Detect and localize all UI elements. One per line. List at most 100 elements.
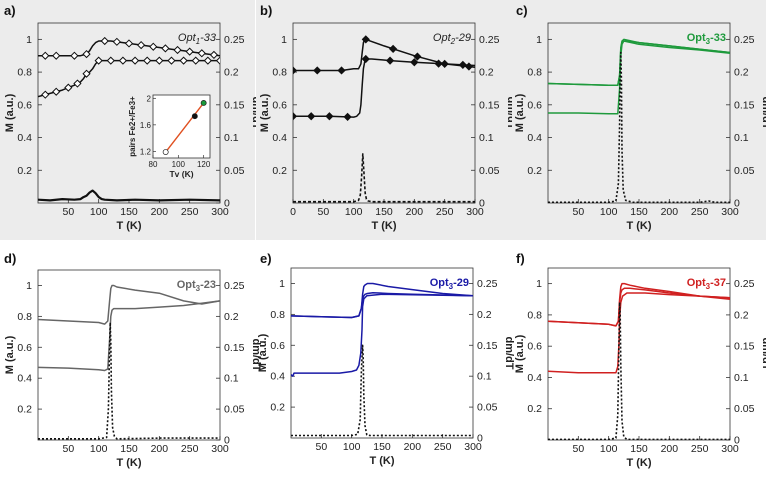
series-marker <box>410 58 419 67</box>
x-axis-label: T (K) <box>626 457 651 469</box>
y2-tick-label: 0 <box>477 433 483 445</box>
title-text: Opt <box>687 277 706 289</box>
inset-point <box>191 113 198 120</box>
y-tick-label: 1 <box>536 278 542 290</box>
x-tick-label: 200 <box>151 443 169 455</box>
y2-tick-label: 0.05 <box>224 165 245 177</box>
x-tick-label: 300 <box>211 443 229 455</box>
y-tick-label: 0.6 <box>527 341 542 353</box>
y-tick-label: 0.6 <box>17 342 32 354</box>
series-marker <box>313 66 322 75</box>
y2-tick-label: 0.05 <box>734 165 755 177</box>
x-tick-label: 100 <box>600 206 618 218</box>
series-line-2 <box>548 292 730 374</box>
y2-tick-label: 0.25 <box>477 278 498 290</box>
series-marker <box>203 56 212 65</box>
series-marker <box>82 69 91 78</box>
inset-x-tick-label: 120 <box>197 160 211 169</box>
series-marker <box>191 56 200 65</box>
series-marker <box>100 36 109 46</box>
series-marker <box>293 66 298 75</box>
series-marker <box>179 56 188 65</box>
y2-axis-label: dm/dT <box>250 339 262 372</box>
inset-frame <box>152 94 211 159</box>
series-marker <box>173 45 182 55</box>
y2-tick-label: 0.2 <box>479 67 494 79</box>
series-marker <box>385 56 395 65</box>
series-marker <box>337 66 346 75</box>
x-axis-label: T (K) <box>626 220 651 232</box>
x-tick-label: 200 <box>406 206 424 218</box>
y2-tick-label: 0.05 <box>477 402 498 414</box>
series-marker <box>167 56 176 65</box>
series-line-2 <box>38 189 220 202</box>
panel-c: 50 100 150 200 250 300 0.2 0.4 0.6 0.8 1 0 0.05 0.1 0.… <box>512 0 766 240</box>
series-marker <box>64 83 73 92</box>
series-line-2 <box>38 321 220 440</box>
series-marker <box>52 87 61 96</box>
inset-y-tick-label: 2 <box>147 94 152 103</box>
x-tick-label: 100 <box>90 443 108 455</box>
y2-tick-label: 0.15 <box>477 340 498 352</box>
y2-tick-label: 0.15 <box>734 99 755 111</box>
y2-tick-label: 0.25 <box>734 34 755 46</box>
series-line-3 <box>291 344 473 437</box>
x-tick-label: 150 <box>630 443 648 455</box>
panel-f: 50 100 150 200 250 300 0.2 0.4 0.6 0.8 1 0 0.05 0.1 0.… <box>514 251 766 469</box>
y-tick-label: 0.6 <box>17 99 32 111</box>
series-marker <box>137 40 146 50</box>
title-subscript: 3 <box>196 284 201 293</box>
panel-title: Opt3-29 <box>430 277 469 291</box>
x-tick-label: 0 <box>290 206 296 218</box>
series-marker <box>413 52 422 61</box>
y-tick-label: 0.4 <box>272 132 287 144</box>
y2-axis-label: dm/dT <box>760 97 766 130</box>
title-subscript: 3 <box>706 282 711 291</box>
panel-title: Opt3-23 <box>177 279 216 293</box>
y2-tick-label: 0.2 <box>477 309 492 321</box>
y-tick-label: 0.4 <box>527 372 542 384</box>
inset-y-tick-label: 1.6 <box>140 121 152 130</box>
series-marker <box>130 56 140 65</box>
series-group <box>293 35 475 203</box>
y-axis-label: M (a.u.) <box>4 335 16 374</box>
inset-point <box>162 149 169 155</box>
y-tick-label: 0.4 <box>527 132 542 144</box>
series-marker <box>458 60 467 69</box>
series-marker <box>82 49 91 59</box>
y-tick-label: 0.4 <box>17 132 32 144</box>
x-tick-label: 300 <box>464 441 482 453</box>
series-marker <box>209 50 219 60</box>
series-marker <box>41 90 50 99</box>
title-subscript: 3 <box>449 282 454 291</box>
y-tick-label: 0.4 <box>270 371 285 383</box>
series-marker <box>434 59 443 68</box>
series-marker <box>215 56 220 65</box>
y2-axis-label: dm/dT <box>760 338 766 371</box>
series-marker <box>118 56 128 65</box>
inset-x-label: Tv (K) <box>169 169 193 179</box>
y2-tick-label: 0.2 <box>734 309 749 321</box>
y-tick-label: 0.6 <box>527 99 542 111</box>
x-axis-label: T (K) <box>369 455 394 467</box>
x-tick-label: 300 <box>721 206 739 218</box>
x-tick-label: 150 <box>373 441 391 453</box>
y2-tick-label: 0.05 <box>479 165 500 177</box>
x-tick-label: 50 <box>317 206 329 218</box>
inset-point <box>200 100 207 106</box>
series-line-2 <box>548 40 730 115</box>
x-tick-label: 250 <box>181 206 199 218</box>
series-marker <box>70 51 79 60</box>
series-group <box>548 282 730 440</box>
panel-title: Opt2-29 <box>433 32 471 46</box>
title-text: Opt <box>433 32 452 44</box>
panel-letter: b) <box>260 3 272 18</box>
x-tick-label: 300 <box>466 206 484 218</box>
x-tick-label: 300 <box>721 443 739 455</box>
y2-tick-label: 0.1 <box>734 132 749 144</box>
panel-title: Opt1-33 <box>178 32 217 46</box>
series-line-3 <box>548 51 730 203</box>
series-marker <box>112 37 121 46</box>
series-marker <box>361 54 370 64</box>
series-marker <box>293 112 298 121</box>
